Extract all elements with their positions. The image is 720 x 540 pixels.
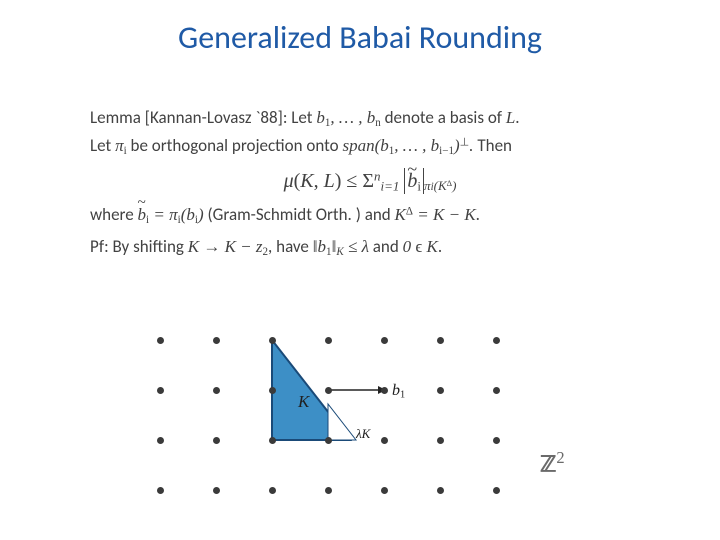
text: Let xyxy=(291,107,316,128)
text: and xyxy=(369,236,403,257)
lattice-dot xyxy=(381,487,388,494)
lemma-line-3: where ~bi = πi(bi) (Gram-Schmidt Orth. )… xyxy=(90,202,650,228)
text: By shifting xyxy=(109,236,188,257)
lemma-label: Lemma xyxy=(90,107,141,128)
lemma-line-2: Let πi be orthogonal projection onto spa… xyxy=(90,133,650,159)
Z2-label: ℤ2 xyxy=(540,448,565,477)
lattice-dot xyxy=(381,387,388,394)
b1-label-sub: 1 xyxy=(400,390,405,401)
Z2-label-text: ℤ xyxy=(540,451,556,476)
text: (Gram-Schmidt Orth. ) and xyxy=(204,204,395,225)
lambdaK-label: λK xyxy=(356,426,370,442)
lattice-dot xyxy=(325,437,332,444)
page-title: Generalized Babai Rounding xyxy=(0,0,720,57)
text: where xyxy=(90,204,138,225)
lattice-dot xyxy=(269,337,276,344)
text: . xyxy=(515,107,519,128)
lattice-dot xyxy=(213,337,220,344)
lattice-dot xyxy=(437,337,444,344)
lattice-dot xyxy=(325,387,332,394)
lattice-dot xyxy=(157,387,164,394)
lattice-dot xyxy=(325,487,332,494)
math-zero: 0 ϵ K xyxy=(403,237,438,256)
lattice-dot xyxy=(157,337,164,344)
lattice-dot xyxy=(493,387,500,394)
lemma-formula: μ(K, L) ≤ Σni=1 ~biπi(KΔ) xyxy=(90,166,650,196)
math-btilde: ~bi = πi(bi) xyxy=(138,205,204,224)
lattice-dot xyxy=(381,337,388,344)
lattice-dot xyxy=(437,387,444,394)
lattice-dot xyxy=(269,487,276,494)
math-shift: K → K − z2 xyxy=(188,237,268,256)
math-pi: πi xyxy=(115,136,127,155)
lattice-dot xyxy=(157,437,164,444)
lemma-block: Lemma [Kannan-Lovasz `88]: Let b1, … , b… xyxy=(90,105,650,262)
lattice-dot xyxy=(269,387,276,394)
text: Let xyxy=(90,135,115,156)
pf-label: Pf: xyxy=(90,236,109,257)
text: . xyxy=(438,236,442,257)
lattice-dot xyxy=(325,337,332,344)
math-span: span(b1, … , bi−1)⊥. xyxy=(342,136,473,155)
text: , have xyxy=(268,236,313,257)
lattice-dot xyxy=(493,487,500,494)
b1-label: b1 xyxy=(392,382,405,401)
proof-line: Pf: By shifting K → K − z2, have ‖b1‖K ≤… xyxy=(90,234,650,260)
text: be orthogonal projection onto xyxy=(127,135,343,156)
lemma-cite: [Kannan-Lovasz `88]: xyxy=(145,107,288,128)
text: Then xyxy=(474,135,512,156)
lattice-dot xyxy=(493,337,500,344)
b1-label-text: b xyxy=(392,382,400,399)
lattice-figure: K b1 λK ℤ2 xyxy=(140,330,580,520)
lattice-dot xyxy=(493,437,500,444)
lattice-dot xyxy=(437,487,444,494)
triangle-lambdaK xyxy=(328,404,356,440)
K-label: K xyxy=(298,392,309,412)
lattice-dot xyxy=(213,437,220,444)
lattice-dot xyxy=(213,387,220,394)
lattice-dot xyxy=(437,437,444,444)
lattice-dot xyxy=(381,437,388,444)
lattice-dot xyxy=(269,437,276,444)
math-norm: ‖b1‖K ≤ λ xyxy=(313,237,369,256)
math-Kdelta: KΔ = K − K xyxy=(395,205,476,224)
math-L: L xyxy=(506,108,515,127)
figure-svg xyxy=(140,330,580,520)
lemma-line-1: Lemma [Kannan-Lovasz `88]: Let b1, … , b… xyxy=(90,105,650,131)
math-basis: b1, … , bn xyxy=(316,108,380,127)
lattice-dot xyxy=(213,487,220,494)
text: . xyxy=(476,204,480,225)
lattice-dot xyxy=(157,487,164,494)
Z2-label-sup: 2 xyxy=(556,448,564,467)
text: denote a basis of xyxy=(381,107,506,128)
